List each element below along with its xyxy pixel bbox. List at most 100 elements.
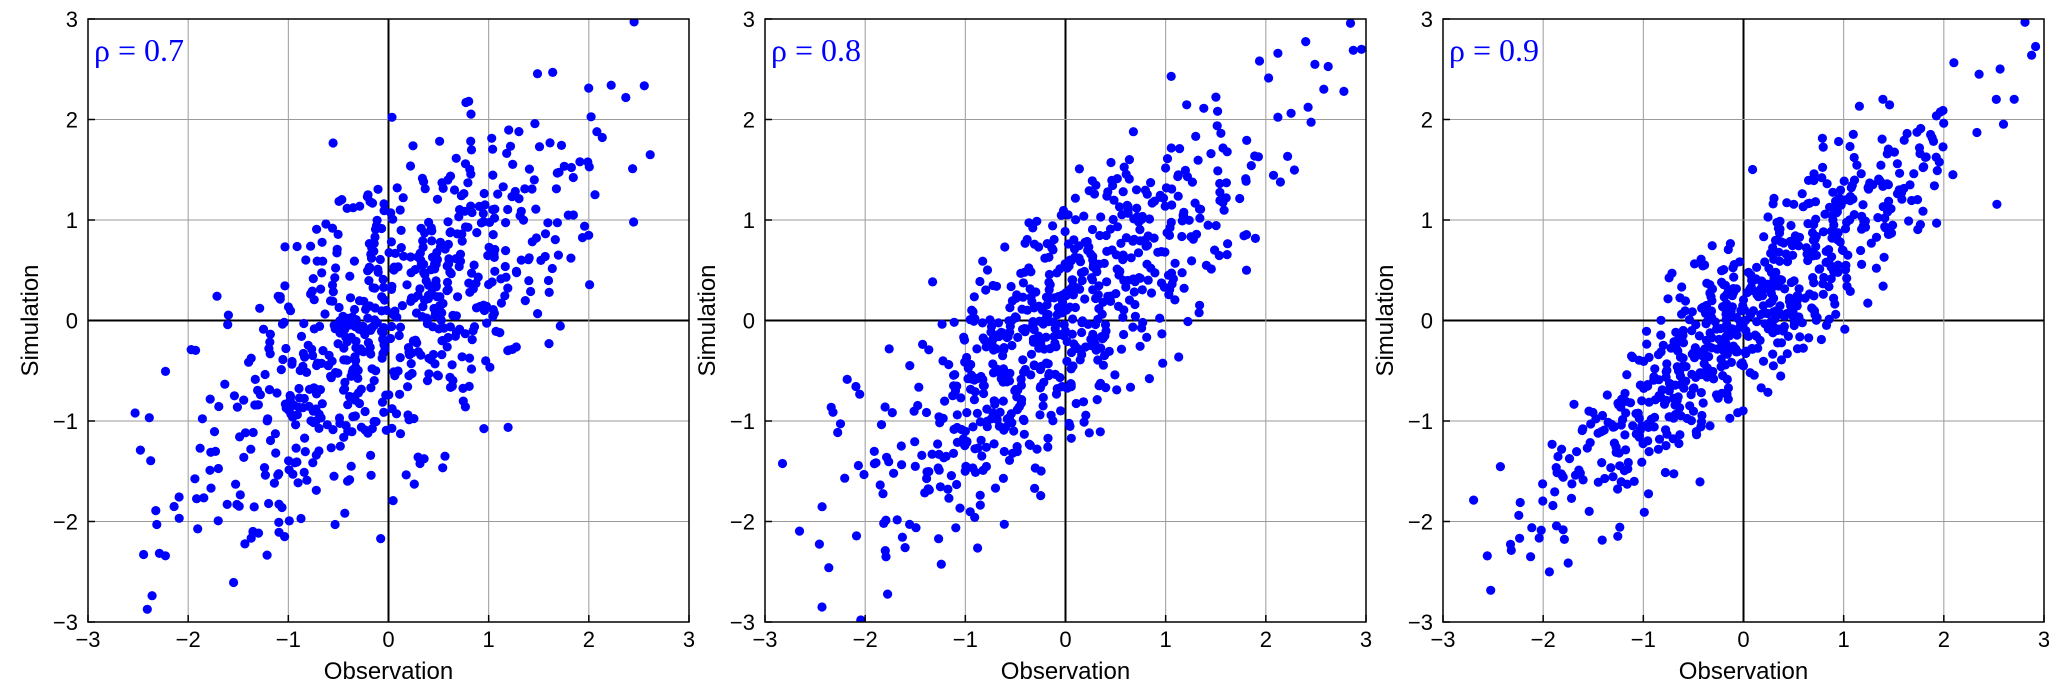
scatter-point	[1756, 383, 1766, 393]
scatter-point	[1974, 69, 1984, 79]
scatter-point	[327, 280, 338, 290]
scatter-point	[1919, 162, 1929, 172]
scatter-point	[1034, 242, 1044, 252]
scatter-point	[1080, 294, 1090, 304]
scatter-point	[501, 272, 511, 282]
scatter-point	[1700, 308, 1711, 318]
scatter-point	[476, 218, 486, 228]
scatter-point	[308, 274, 318, 284]
x-tick-label: −1	[953, 627, 978, 652]
scatter-panel-2: −3−3 −2 −2 −1 −1 0 0 1 1 2 2 3 3 Observation Simulatio…	[694, 7, 1372, 685]
y-tick-label: 0	[1421, 309, 1433, 334]
scatter-point	[962, 408, 972, 418]
scatter-point	[1696, 388, 1706, 398]
scatter-point	[381, 305, 391, 315]
scatter-point	[1167, 279, 1177, 289]
scatter-point	[1938, 142, 1948, 152]
scatter-point	[1191, 131, 1201, 141]
scatter-point	[1116, 344, 1127, 354]
scatter-point	[1695, 368, 1705, 378]
scatter-point	[944, 493, 954, 503]
scatter-point	[437, 350, 447, 360]
scatter-point	[420, 228, 430, 238]
scatter-point	[327, 356, 337, 366]
scatter-point	[1863, 298, 1873, 308]
scatter-point	[1856, 245, 1866, 256]
scatter-point	[466, 364, 477, 374]
scatter-point	[1345, 19, 1356, 28]
scatter-point	[959, 335, 970, 345]
scatter-point	[351, 343, 361, 353]
scatter-point	[1064, 418, 1074, 428]
scatter-point	[1303, 102, 1313, 112]
scatter-point	[501, 218, 511, 228]
scatter-point	[288, 469, 298, 479]
scatter-point	[478, 300, 489, 310]
scatter-point	[924, 467, 934, 477]
scatter-point	[1824, 245, 1834, 255]
scatter-point	[482, 318, 492, 328]
scatter-point	[1143, 275, 1153, 285]
scatter-point	[1128, 322, 1138, 332]
scatter-point	[1634, 413, 1644, 423]
scatter-point	[1705, 288, 1715, 298]
y-tick-label: 2	[66, 108, 78, 133]
scatter-point	[1915, 220, 1925, 230]
scatter-point	[340, 377, 350, 387]
scatter-point	[174, 513, 184, 523]
scatter-point	[223, 310, 233, 320]
scatter-point	[946, 471, 957, 481]
scatter-point	[1972, 127, 1982, 138]
scatter-point	[507, 344, 517, 354]
scatter-point	[910, 437, 920, 447]
scatter-point	[262, 550, 272, 560]
scatter-point	[453, 292, 463, 302]
scatter-point	[1118, 312, 1128, 322]
scatter-point	[1092, 395, 1102, 405]
scatter-point	[152, 519, 162, 530]
y-tick-label: −2	[53, 510, 78, 535]
scatter-point	[1013, 332, 1023, 342]
scatter-point	[373, 267, 383, 277]
scatter-point	[551, 184, 562, 194]
scatter-point	[937, 319, 947, 329]
scatter-point	[1527, 523, 1537, 533]
scatter-point	[214, 401, 224, 412]
scatter-point	[1144, 214, 1155, 224]
scatter-point	[1129, 287, 1139, 297]
scatter-point	[1104, 346, 1114, 356]
scatter-point	[1283, 151, 1293, 161]
scatter-point	[2020, 19, 2030, 27]
scatter-point	[1175, 144, 1185, 154]
scatter-point	[1038, 392, 1048, 403]
scatter-point	[1858, 200, 1868, 210]
scatter-panel-1: −3−3 −2 −2 −1 −1 0 0 1 1 2 2 3 3 Observation Simulatio…	[17, 7, 695, 685]
scatter-point	[881, 515, 891, 525]
scatter-point	[234, 501, 244, 511]
scatter-point	[1166, 217, 1176, 227]
scatter-point	[1098, 297, 1108, 307]
scatter-point	[1138, 317, 1148, 328]
scatter-point	[1834, 193, 1844, 203]
scatter-point	[924, 345, 934, 355]
scatter-point	[1319, 84, 1329, 94]
scatter-point	[1055, 372, 1065, 383]
scatter-point	[1656, 347, 1666, 357]
scatter-point	[1723, 326, 1733, 336]
scatter-point	[1578, 475, 1588, 485]
scatter-point	[1578, 424, 1588, 434]
scatter-point	[1017, 395, 1027, 405]
scatter-point	[1019, 415, 1029, 426]
scatter-point	[435, 136, 445, 146]
scatter-point	[479, 188, 489, 199]
scatter-point	[592, 127, 602, 137]
scatter-point	[556, 140, 567, 150]
scatter-point	[1082, 236, 1092, 247]
scatter-point	[339, 432, 349, 442]
scatter-point	[524, 276, 534, 286]
scatter-point	[1719, 292, 1729, 302]
scatter-point	[468, 326, 478, 336]
y-tick-label: 1	[743, 208, 755, 233]
scatter-point	[429, 303, 439, 314]
scatter-point	[467, 207, 477, 218]
